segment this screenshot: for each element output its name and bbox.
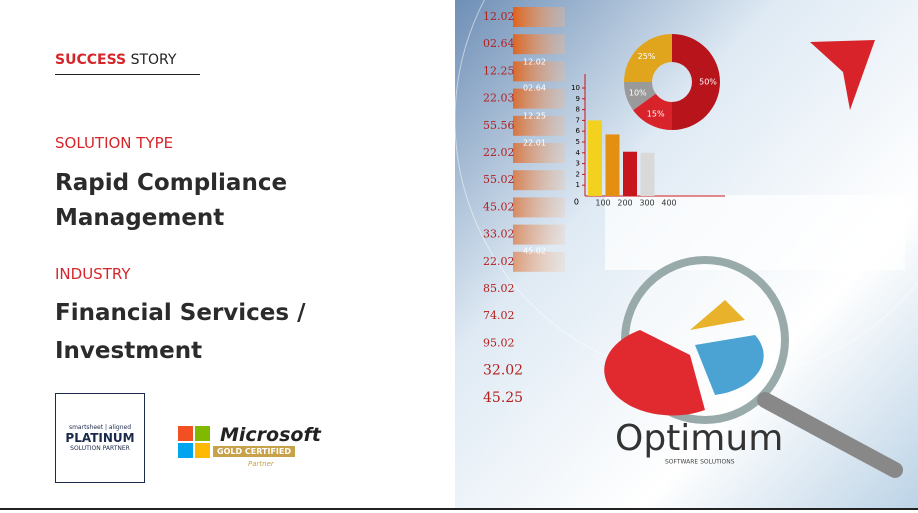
decor-bar xyxy=(513,143,565,163)
x-tick-label: 400 xyxy=(661,199,676,208)
bar xyxy=(605,134,620,196)
decor-bar xyxy=(513,7,565,27)
decor-arrow xyxy=(810,40,875,110)
pie-slice xyxy=(672,34,720,130)
badge-tier: PLATINUM xyxy=(65,431,135,445)
y-tick-label: 9 xyxy=(576,95,580,103)
bar-number: 45.02 xyxy=(523,247,546,256)
y-tick-label: 4 xyxy=(576,149,581,157)
section-label: SUCCESS STORY xyxy=(55,52,176,68)
logo-tagline: SOFTWARE SOLUTIONS xyxy=(665,459,735,466)
decor-pie xyxy=(690,300,745,330)
label-bold: SUCCESS xyxy=(55,52,127,68)
logo-name: Optimum xyxy=(615,418,783,459)
bar-number: 22.01 xyxy=(523,139,546,148)
row-number: 22.03 xyxy=(483,92,515,105)
decor-bar xyxy=(513,197,565,218)
y-tick-label: 3 xyxy=(576,160,580,168)
ms-brand: Microsoft xyxy=(220,424,321,446)
label-rest: STORY xyxy=(130,52,177,68)
y-tick-label: 8 xyxy=(576,106,580,114)
y-tick-label: 10 xyxy=(571,84,580,92)
x-tick-label: 100 xyxy=(595,199,610,208)
bar-number: 12.02 xyxy=(523,58,546,67)
magnifier-handle xyxy=(757,392,903,478)
axis-origin: 0 xyxy=(574,198,579,207)
smartsheet-badge: smartsheet | aligned PLATINUM SOLUTION P… xyxy=(55,393,145,483)
decor-bar xyxy=(513,88,565,109)
decor-bar xyxy=(513,251,565,272)
decor-text-block xyxy=(605,195,905,270)
decor-bar xyxy=(513,34,565,55)
pie-label: 50% xyxy=(699,78,717,87)
row-number: 12.02 xyxy=(483,10,515,23)
row-number: 95.02 xyxy=(483,336,515,349)
bar-number: 02.64 xyxy=(523,84,546,93)
row-number: 55.02 xyxy=(483,173,515,186)
bottom-rule xyxy=(0,508,918,510)
solution-type-line: Rapid Compliance xyxy=(55,170,288,196)
pie-label: 15% xyxy=(647,110,665,119)
underline xyxy=(55,74,200,75)
row-number: 45.02 xyxy=(483,200,515,213)
ms-role: Partner xyxy=(248,460,274,468)
y-tick-label: 1 xyxy=(576,181,580,189)
pie-slice xyxy=(624,82,656,111)
badge-brand: smartsheet | aligned xyxy=(68,424,132,431)
pie-label: 25% xyxy=(638,52,656,61)
x-tick-label: 200 xyxy=(617,199,632,208)
badge-role: SOLUTION PARTNER xyxy=(70,445,130,452)
industry-line: Financial Services / xyxy=(55,300,306,326)
row-number: 02.64 xyxy=(483,37,515,50)
pie-slice xyxy=(624,34,672,82)
row-number: 74.02 xyxy=(483,309,515,322)
row-number: 45.25 xyxy=(483,390,523,406)
y-tick-label: 5 xyxy=(576,138,580,146)
x-tick-label: 300 xyxy=(639,199,654,208)
pie-slice xyxy=(633,93,672,130)
row-number: 33.02 xyxy=(483,228,515,241)
industry-line: Investment xyxy=(55,338,203,364)
decor-bar xyxy=(513,170,565,191)
bar xyxy=(588,120,602,196)
y-tick-label: 6 xyxy=(576,127,581,135)
bar xyxy=(623,151,637,196)
row-number: 32.02 xyxy=(483,363,523,379)
row-number: 55.56 xyxy=(483,119,515,132)
decor-pie xyxy=(695,335,764,395)
row-number: 12.25 xyxy=(483,64,515,77)
decor-bar xyxy=(513,224,565,245)
decor-pie xyxy=(604,330,705,416)
decor-bar xyxy=(513,115,565,136)
bar xyxy=(640,152,655,196)
hero-image: Optimum SOFTWARE SOLUTIONS 12.02 02.64 12.… xyxy=(455,0,918,508)
row-number: 22.02 xyxy=(483,146,515,159)
ms-logo xyxy=(178,426,211,459)
ms-level: GOLD CERTIFIED xyxy=(213,446,296,457)
bar-number: 12.25 xyxy=(523,112,546,121)
solution-type-label: SOLUTION TYPE xyxy=(55,134,174,152)
y-tick-label: 7 xyxy=(576,116,580,124)
y-tick-label: 2 xyxy=(576,170,580,178)
decor-bar xyxy=(513,61,565,82)
solution-type-line: Management xyxy=(55,205,225,231)
row-number: 22.02 xyxy=(483,255,515,268)
row-number: 85.02 xyxy=(483,282,515,295)
industry-label: INDUSTRY xyxy=(55,265,131,283)
pie-label: 10% xyxy=(629,89,647,98)
